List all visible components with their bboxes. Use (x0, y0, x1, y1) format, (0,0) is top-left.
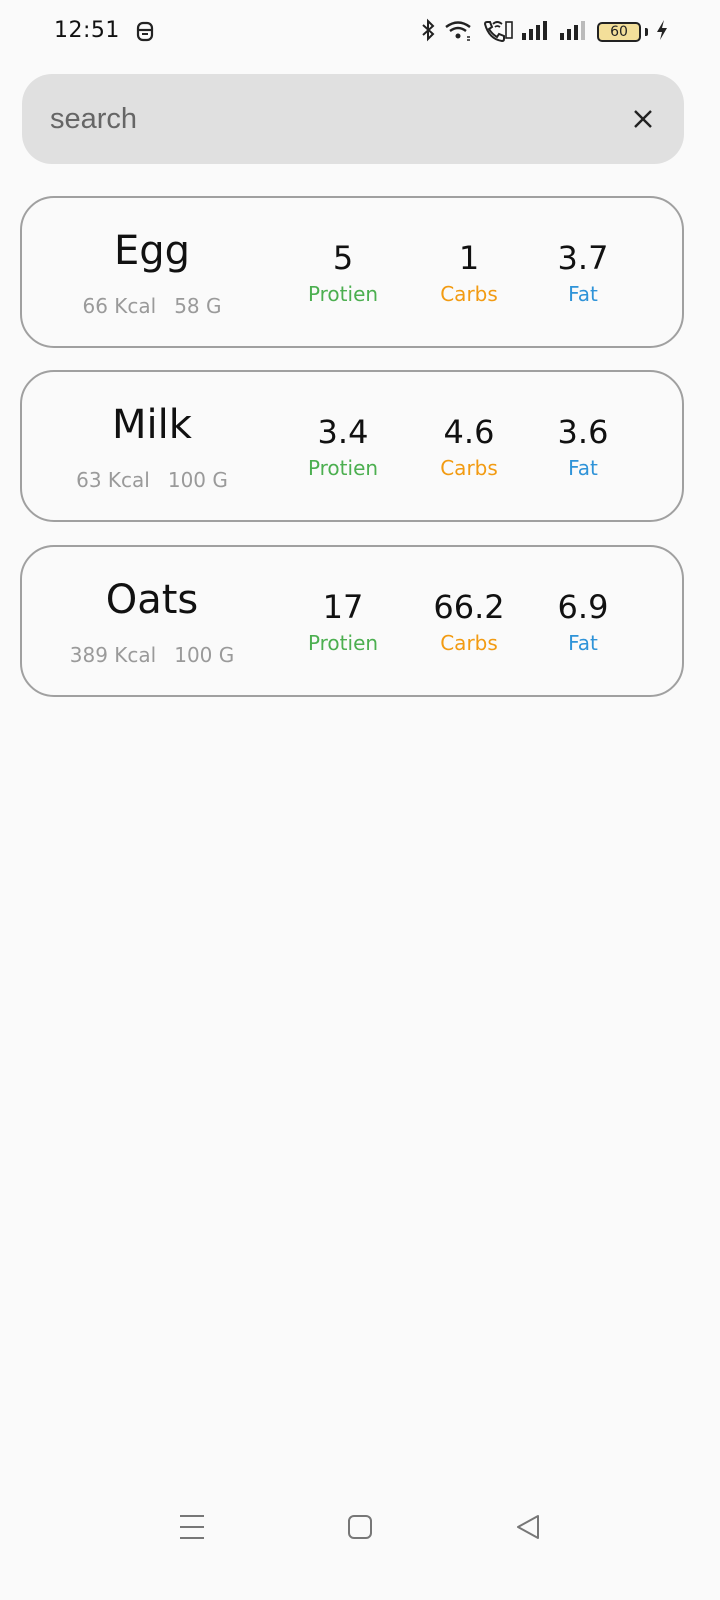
carbs-label: Carbs (440, 456, 498, 480)
fat-stat: 3.7 Fat (518, 236, 648, 306)
food-name: Egg (113, 228, 191, 274)
food-card-egg[interactable]: Egg 66 Kcal 58 G 5 Protien 1 Carbs 3.7 Fa… (20, 196, 684, 348)
status-icons: 60 (421, 18, 668, 46)
protein-label: Protien (307, 631, 379, 655)
carbs-stat: 4.6 Carbs (404, 410, 534, 480)
fat-stat: 6.9 Fat (518, 585, 648, 655)
protein-stat: 3.4 Protien (278, 410, 408, 480)
status-bar: 12:51 (0, 0, 720, 64)
carbs-stat: 1 Carbs (404, 236, 534, 306)
carbs-value: 4.6 (443, 413, 495, 451)
food-kcal: 389 Kcal (69, 643, 157, 667)
protein-value: 5 (332, 239, 354, 277)
carbs-value: 1 (458, 239, 480, 277)
fat-value: 6.9 (557, 588, 609, 626)
protein-value: 17 (322, 588, 364, 626)
signal-icon-2 (559, 19, 589, 45)
system-nav-bar (0, 1490, 720, 1560)
fat-label: Fat (568, 456, 598, 480)
wifi-icon (443, 18, 473, 46)
charging-icon (656, 19, 668, 45)
food-grams: 58 G (174, 294, 222, 318)
search-input[interactable] (50, 74, 610, 164)
food-card-oats[interactable]: Oats 389 Kcal 100 G 17 Protien 66.2 Carbs… (20, 545, 684, 697)
battery-icon: 60 (597, 22, 648, 42)
fat-stat: 3.6 Fat (518, 410, 648, 480)
fat-value: 3.6 (557, 413, 609, 451)
back-icon[interactable] (508, 1510, 548, 1544)
food-grams: 100 G (167, 468, 228, 492)
fat-label: Fat (568, 282, 598, 306)
carbs-stat: 66.2 Carbs (404, 585, 534, 655)
battery-level: 60 (597, 22, 641, 42)
protein-label: Protien (307, 456, 379, 480)
search-bar (22, 74, 684, 164)
food-kcal: 63 Kcal (76, 468, 150, 492)
fat-label: Fat (568, 631, 598, 655)
food-meta: 63 Kcal 100 G (22, 468, 282, 492)
fat-value: 3.7 (557, 239, 609, 277)
food-meta: 389 Kcal 100 G (22, 643, 282, 667)
carbs-value: 66.2 (433, 588, 505, 626)
home-icon[interactable] (340, 1510, 380, 1544)
food-grams: 100 G (174, 643, 235, 667)
signal-icon (521, 19, 551, 45)
food-meta: 66 Kcal 58 G (22, 294, 282, 318)
protein-stat: 17 Protien (278, 585, 408, 655)
protein-stat: 5 Protien (278, 236, 408, 306)
carbs-label: Carbs (440, 631, 498, 655)
carbs-label: Carbs (440, 282, 498, 306)
protein-label: Protien (307, 282, 379, 306)
protein-value: 3.4 (317, 413, 369, 451)
close-icon[interactable] (628, 104, 658, 134)
status-time: 12:51 (54, 18, 120, 43)
volte-call-icon (481, 18, 513, 46)
food-kcal: 66 Kcal (82, 294, 157, 318)
menu-icon[interactable] (172, 1510, 212, 1544)
status-face-icon (136, 20, 154, 48)
food-name: Milk (112, 402, 192, 448)
food-card-milk[interactable]: Milk 63 Kcal 100 G 3.4 Protien 4.6 Carbs … (20, 370, 684, 522)
bluetooth-icon (421, 18, 435, 46)
food-name: Oats (105, 577, 199, 623)
